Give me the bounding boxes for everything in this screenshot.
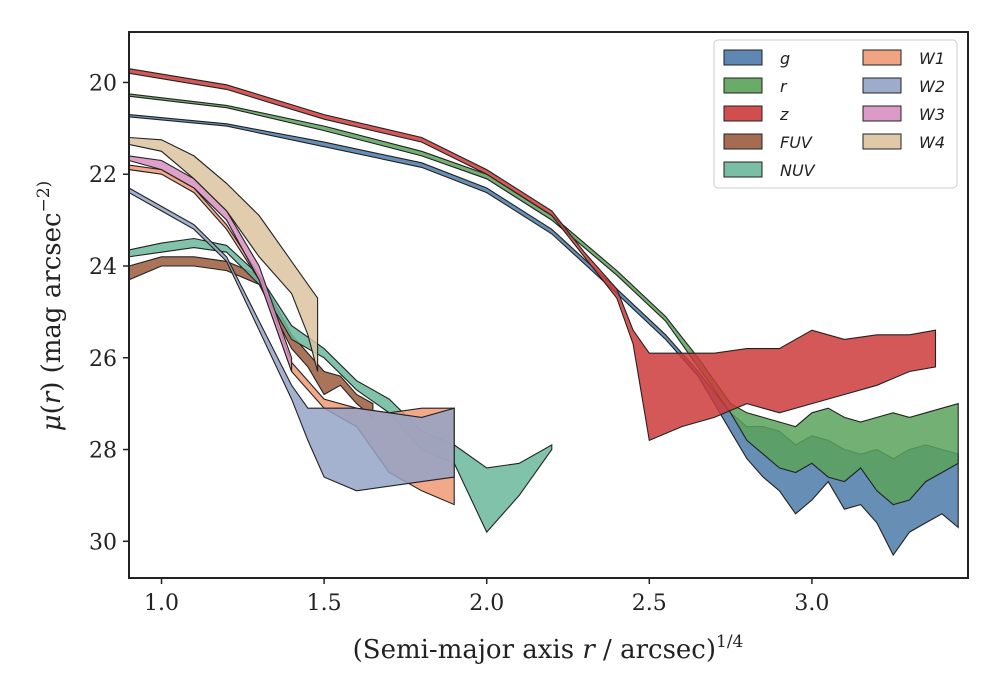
- legend-label-nuv: NUV: [780, 161, 816, 180]
- x-tick-label: 2.5: [632, 591, 667, 616]
- y-tick-label: 20: [89, 71, 117, 96]
- y-axis: 20 22 24 26 28 30: [89, 71, 129, 555]
- band-fuv: [128, 256, 374, 419]
- x-axis: 1.0 1.5 2.0 2.5 3.0: [144, 578, 829, 616]
- x-tick-label: 1.0: [144, 591, 179, 616]
- legend-label-r: r: [780, 77, 788, 96]
- y-tick-label: 28: [89, 439, 117, 464]
- band-w4: [128, 136, 319, 372]
- legend-label-w2: W2: [919, 77, 945, 96]
- legend-label-w1: W1: [919, 49, 945, 68]
- legend-swatch-w3: [862, 105, 902, 122]
- legend-label-g: g: [780, 49, 790, 68]
- legend-swatch-w1: [862, 49, 902, 66]
- legend-label-fuv: FUV: [780, 133, 813, 152]
- legend-label-z: z: [779, 105, 789, 124]
- legend: grz FUV NUV W1 W2 W3 W4: [713, 39, 958, 189]
- legend-swatch-r: [723, 77, 763, 94]
- x-tick-label: 2.0: [469, 591, 504, 616]
- legend-swatch-w2: [862, 77, 902, 94]
- x-tick-label: 1.5: [307, 591, 342, 616]
- y-tick-label: 24: [89, 255, 117, 280]
- legend-label-w3: W3: [919, 105, 945, 124]
- x-tick-label: 3.0: [794, 591, 829, 616]
- legend-label-w4: W4: [919, 133, 945, 152]
- legend-swatch-g: [723, 49, 763, 66]
- plot-frame: [128, 31, 969, 579]
- x-axis-title: (Semi-major axis r / arcsec)1/4: [353, 632, 744, 665]
- y-tick-label: 22: [89, 163, 117, 188]
- y-tick-label: 30: [89, 530, 117, 555]
- series-bands: [128, 68, 959, 557]
- y-tick-label: 26: [89, 347, 117, 372]
- band-w2: [128, 187, 455, 492]
- y-axis-title: μ(r) (mag arcsec−2): [34, 181, 67, 432]
- legend-box: [713, 39, 958, 189]
- band-z: [128, 68, 937, 442]
- legend-swatch-nuv: [723, 161, 763, 178]
- legend-swatch-w4: [862, 133, 902, 150]
- legend-swatch-fuv: [723, 133, 763, 150]
- legend-swatch-z: [723, 105, 763, 122]
